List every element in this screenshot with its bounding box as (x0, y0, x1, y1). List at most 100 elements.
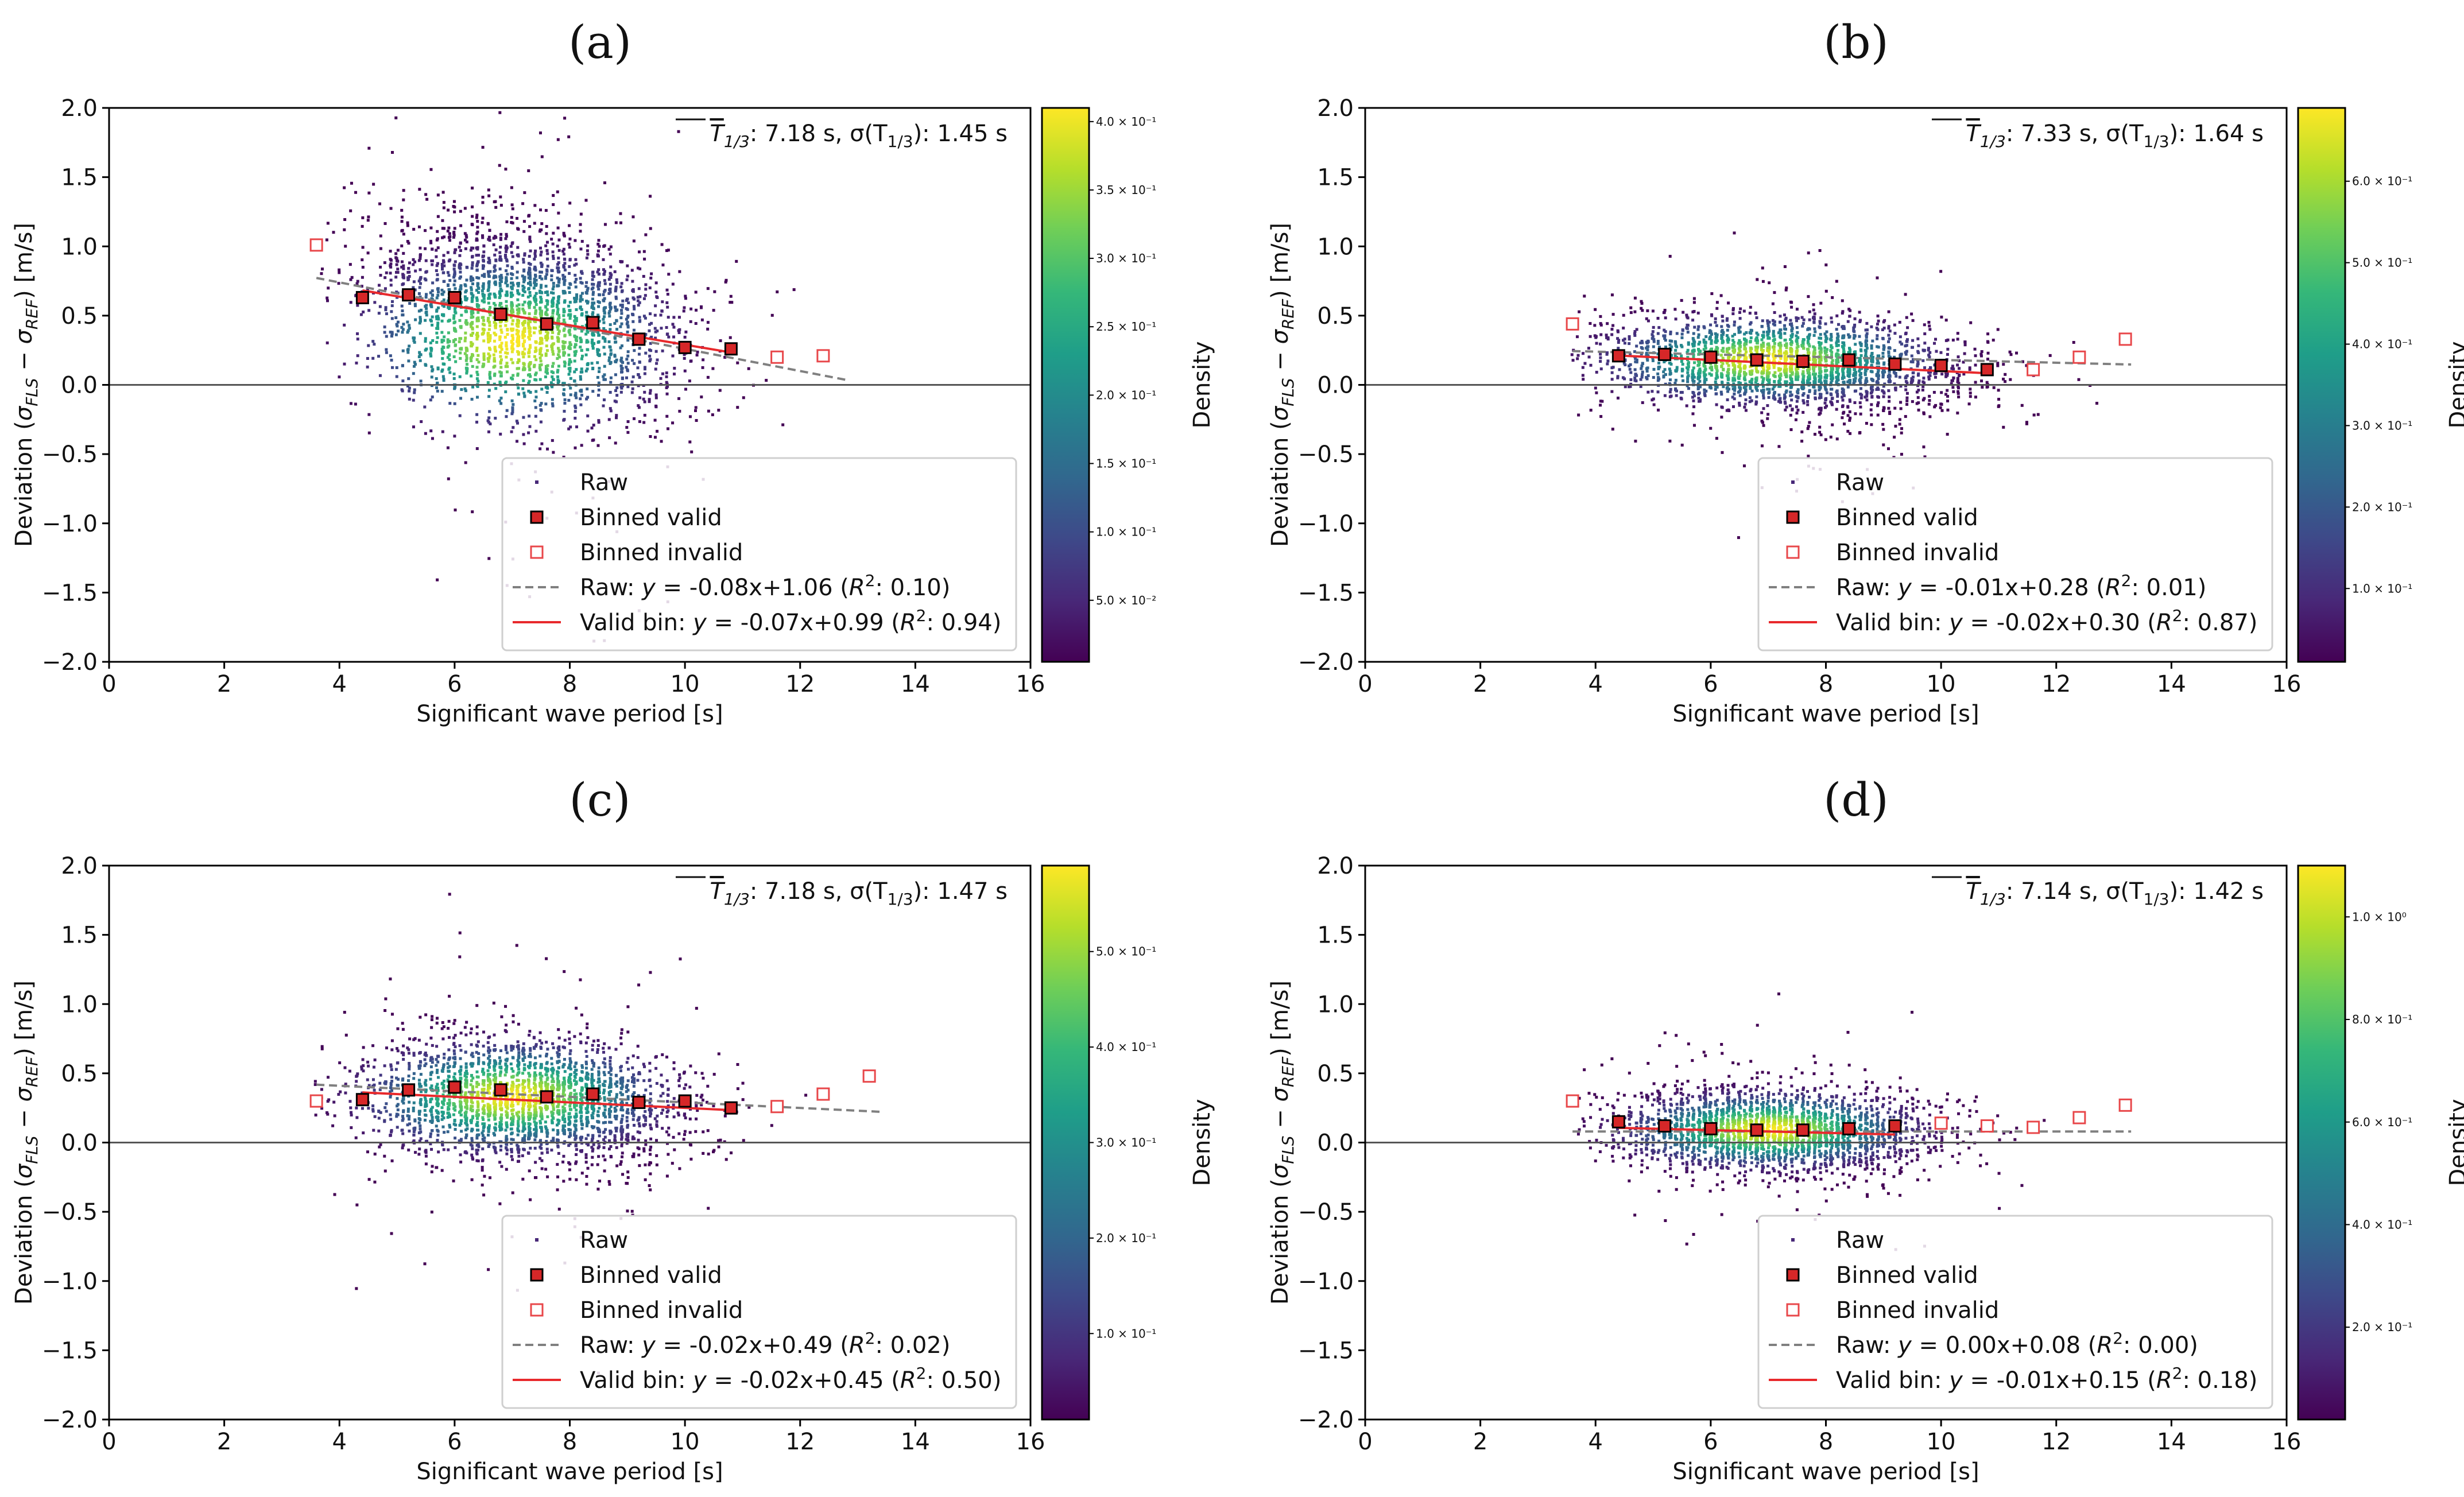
raw-point (1762, 396, 1765, 400)
raw-point (1859, 392, 1862, 395)
raw-point (471, 315, 475, 319)
raw-point (356, 304, 359, 307)
raw-point (395, 375, 398, 378)
raw-point (568, 224, 571, 227)
raw-point (406, 329, 410, 332)
raw-point (1680, 374, 1684, 378)
raw-point (354, 191, 358, 194)
raw-point (1733, 384, 1737, 387)
raw-point (1726, 317, 1729, 320)
raw-point (552, 309, 555, 312)
raw-point (1997, 404, 2001, 408)
raw-point (540, 387, 544, 391)
raw-point (521, 351, 525, 354)
raw-point (1778, 398, 1781, 401)
raw-point (1853, 317, 1857, 320)
raw-point (1669, 332, 1672, 336)
raw-point (1841, 367, 1845, 371)
raw-point (602, 258, 605, 261)
raw-point (2025, 364, 2028, 367)
raw-point (1733, 323, 1736, 327)
raw-point (1616, 329, 1620, 332)
raw-point (586, 249, 589, 253)
raw-point (1911, 400, 1914, 404)
raw-point (1578, 310, 1581, 313)
raw-point (1616, 375, 1620, 378)
raw-point (407, 359, 410, 363)
raw-point (1801, 399, 1805, 402)
raw-point (389, 258, 392, 261)
raw-point (1641, 362, 1644, 365)
raw-point (556, 284, 559, 288)
raw-point (544, 312, 548, 316)
raw-point (591, 301, 594, 305)
raw-point (1818, 249, 1822, 252)
raw-point (402, 264, 405, 267)
raw-point (1756, 389, 1759, 392)
raw-point (1869, 370, 1873, 373)
raw-point (574, 446, 577, 449)
raw-point (523, 321, 526, 324)
raw-point (1986, 351, 1990, 355)
raw-point (1756, 333, 1760, 336)
raw-point (424, 296, 428, 299)
raw-point (1737, 342, 1740, 345)
raw-point (1640, 307, 1643, 310)
raw-point (619, 390, 623, 394)
raw-point (546, 336, 549, 340)
raw-point (453, 279, 456, 282)
raw-point (459, 249, 462, 252)
raw-point (609, 323, 612, 327)
raw-point (694, 322, 698, 325)
raw-point (1635, 374, 1638, 377)
raw-point (481, 196, 485, 199)
raw-point (476, 220, 479, 223)
raw-point (654, 281, 658, 285)
raw-point (419, 268, 422, 272)
raw-point (396, 267, 400, 271)
raw-point (494, 350, 497, 353)
raw-point (1789, 338, 1792, 341)
raw-point (499, 328, 503, 332)
raw-point (1652, 376, 1655, 379)
raw-point (1669, 345, 1673, 348)
raw-point (1641, 341, 1644, 344)
raw-point (522, 352, 525, 355)
raw-point (1668, 367, 1671, 371)
raw-point (1785, 380, 1788, 383)
raw-point (1830, 361, 1834, 364)
raw-point (443, 264, 446, 267)
raw-point (568, 265, 571, 268)
raw-point (596, 444, 600, 447)
raw-point (470, 266, 474, 270)
raw-point (596, 249, 600, 253)
raw-point (1663, 311, 1666, 314)
raw-point (1921, 359, 1925, 362)
raw-point (417, 309, 421, 313)
raw-point (528, 291, 532, 294)
raw-point (487, 235, 491, 239)
raw-point (1807, 351, 1811, 355)
raw-point (586, 331, 590, 334)
raw-point (441, 375, 445, 378)
raw-point (626, 420, 630, 424)
raw-point (1812, 358, 1815, 361)
raw-point (431, 437, 434, 440)
raw-point (1870, 347, 1873, 350)
raw-point (527, 273, 530, 276)
raw-point (371, 340, 375, 343)
raw-point (475, 299, 479, 302)
raw-point (534, 311, 537, 314)
raw-point (1680, 354, 1683, 358)
raw-point (1777, 393, 1781, 397)
raw-point (320, 272, 323, 276)
raw-point (1904, 352, 1908, 356)
raw-point (1940, 409, 1944, 412)
raw-point (385, 312, 388, 316)
raw-point (654, 330, 657, 333)
raw-point (1952, 367, 1955, 371)
raw-point (424, 337, 427, 340)
raw-point (557, 266, 560, 270)
raw-point (557, 364, 560, 368)
raw-point (563, 300, 566, 304)
